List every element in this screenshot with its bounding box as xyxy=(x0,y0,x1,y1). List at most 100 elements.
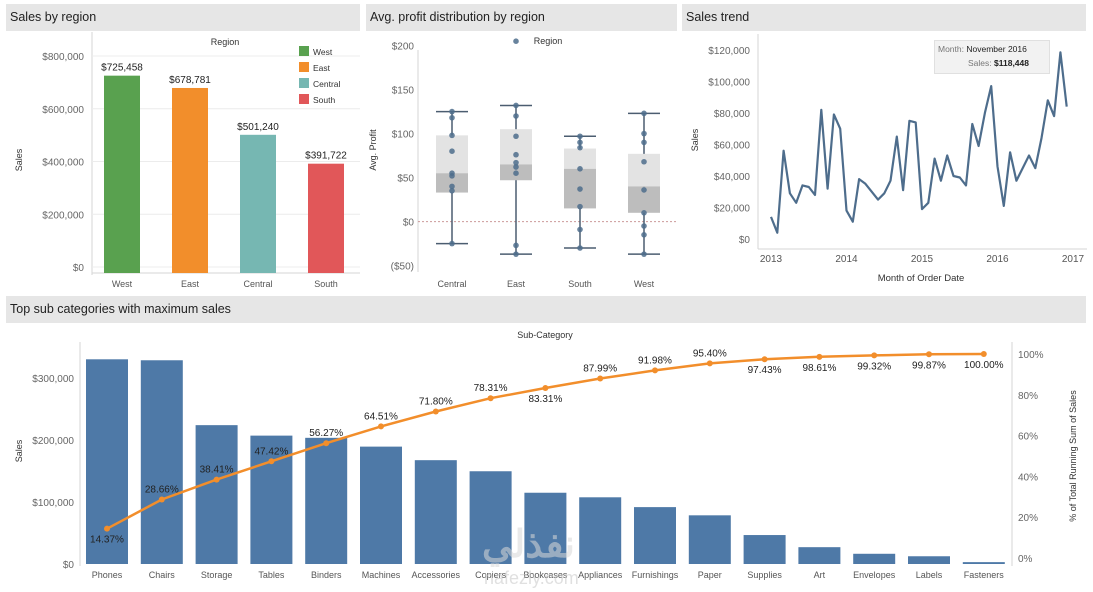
pct-label: 95.40% xyxy=(693,348,727,359)
y-tick-label: $50 xyxy=(397,174,414,185)
y-axis-title: Sales xyxy=(690,128,700,151)
data-point xyxy=(513,242,519,249)
data-point xyxy=(641,223,647,229)
pct-label: 99.32% xyxy=(857,361,891,372)
bar-supplies xyxy=(743,535,786,564)
data-point xyxy=(513,133,519,140)
x-tick-label: Central xyxy=(437,279,466,289)
sales-trend-chart: $0 $20,000 $40,000 $60,000 $80,000 $100,000 $1… xyxy=(690,34,1087,284)
legend-swatch xyxy=(299,78,309,88)
data-point xyxy=(513,170,519,176)
x-tick-label: Fasteners xyxy=(964,570,1005,580)
x-tick-label: Supplies xyxy=(747,570,782,580)
x-tick-label: 2014 xyxy=(835,254,858,265)
bar-copiers xyxy=(469,471,512,564)
x-tick-label: Copiers xyxy=(475,570,507,580)
sales-line xyxy=(769,51,1068,234)
data-point xyxy=(577,186,583,192)
data-label: $725,458 xyxy=(101,63,143,74)
cumulative-point xyxy=(761,356,768,363)
cumulative-point xyxy=(104,525,110,532)
pct-label: 83.31% xyxy=(528,394,562,405)
pct-label: 99.87% xyxy=(912,360,946,371)
x-tick-label: 2015 xyxy=(911,254,934,265)
data-point xyxy=(577,144,583,151)
y-tick-label: $600,000 xyxy=(42,105,84,116)
bar-furnishings xyxy=(634,507,676,564)
bar-chairs xyxy=(140,360,183,564)
x-tick-label: 2017 xyxy=(1062,254,1085,265)
y-tick-label: $300,000 xyxy=(32,374,74,385)
data-point xyxy=(641,232,647,238)
tooltip-sales-key: Sales: xyxy=(968,58,992,68)
y-tick-label: $0 xyxy=(73,263,85,274)
x-tick-label: Envelopes xyxy=(853,570,896,580)
cumulative-point xyxy=(268,458,275,465)
bar-west xyxy=(104,75,140,273)
bar-appliances xyxy=(579,497,622,564)
bar-art xyxy=(798,547,841,564)
bar-accessories xyxy=(414,460,457,564)
y-tick-label: $200,000 xyxy=(32,436,74,447)
pct-label: 91.98% xyxy=(638,355,672,366)
pct-label: 28.66% xyxy=(145,485,179,496)
y2-axis-title: % of Total Running Sum of Sales xyxy=(1068,390,1078,522)
x-tick-label: 2013 xyxy=(760,254,783,265)
pct-label: 64.51% xyxy=(364,411,398,422)
data-point xyxy=(513,151,519,158)
watermark-latin: nafezly.com xyxy=(484,568,579,588)
pct-label: 38.41% xyxy=(200,465,234,476)
y-tick-label: $120,000 xyxy=(708,46,750,57)
pct-label: 78.31% xyxy=(474,383,508,394)
box-upper xyxy=(564,148,596,169)
legend-label: Central xyxy=(313,79,341,89)
cumulative-point xyxy=(158,496,165,503)
data-point xyxy=(577,133,583,140)
box-upper xyxy=(436,135,468,174)
box-lower xyxy=(436,173,468,193)
cumulative-point xyxy=(980,351,987,357)
tooltip-month-key: Month: xyxy=(938,44,964,54)
bar-central xyxy=(240,134,276,273)
data-point xyxy=(577,226,583,233)
bar-paper xyxy=(688,515,731,564)
bar-labels xyxy=(908,556,950,564)
avg-profit-boxplot-chart: Region ($50) $0 $50 $100 $150 $200 Avg. Profit C… xyxy=(368,36,676,289)
x-tick-label: West xyxy=(112,279,133,289)
y-tick-label: $150 xyxy=(392,86,415,97)
data-point xyxy=(577,245,583,251)
data-point xyxy=(513,159,519,166)
header-region: Region xyxy=(211,37,240,47)
y-tick-label: $100 xyxy=(392,130,415,141)
data-point xyxy=(641,158,647,165)
data-point xyxy=(513,251,519,257)
y-axis-title: Sales xyxy=(14,439,24,462)
legend-swatch xyxy=(299,62,309,72)
header-region: Region xyxy=(534,36,563,46)
data-point xyxy=(577,139,583,146)
cumulative-point xyxy=(487,395,494,402)
x-tick-label: East xyxy=(181,279,200,289)
bar-machines xyxy=(360,446,402,564)
x-tick-label: Accessories xyxy=(412,570,461,580)
pct-label: 97.43% xyxy=(748,365,782,376)
x-tick-label: Tables xyxy=(258,570,285,580)
cumulative-point xyxy=(213,476,220,483)
bar-east xyxy=(172,87,208,273)
box-upper xyxy=(628,153,660,187)
data-label: $678,781 xyxy=(169,75,211,86)
bar-binders xyxy=(305,437,348,564)
x-tick-label: Bookcases xyxy=(523,570,568,580)
y-tick-label: $200,000 xyxy=(42,210,84,221)
x-tick-label: Furnishings xyxy=(632,570,679,580)
data-label: $391,722 xyxy=(305,151,347,162)
x-tick-label: Storage xyxy=(201,570,233,580)
bar-fasteners xyxy=(962,562,1005,564)
tooltip-month-value: November 2016 xyxy=(966,44,1027,54)
header-sub-category: Sub-Category xyxy=(517,330,573,340)
legend-label: West xyxy=(313,47,333,57)
y-tick-label: $100,000 xyxy=(32,498,74,509)
bar-phones xyxy=(86,359,128,564)
pct-label: 87.99% xyxy=(583,364,617,375)
pct-label: 56.27% xyxy=(309,428,343,439)
